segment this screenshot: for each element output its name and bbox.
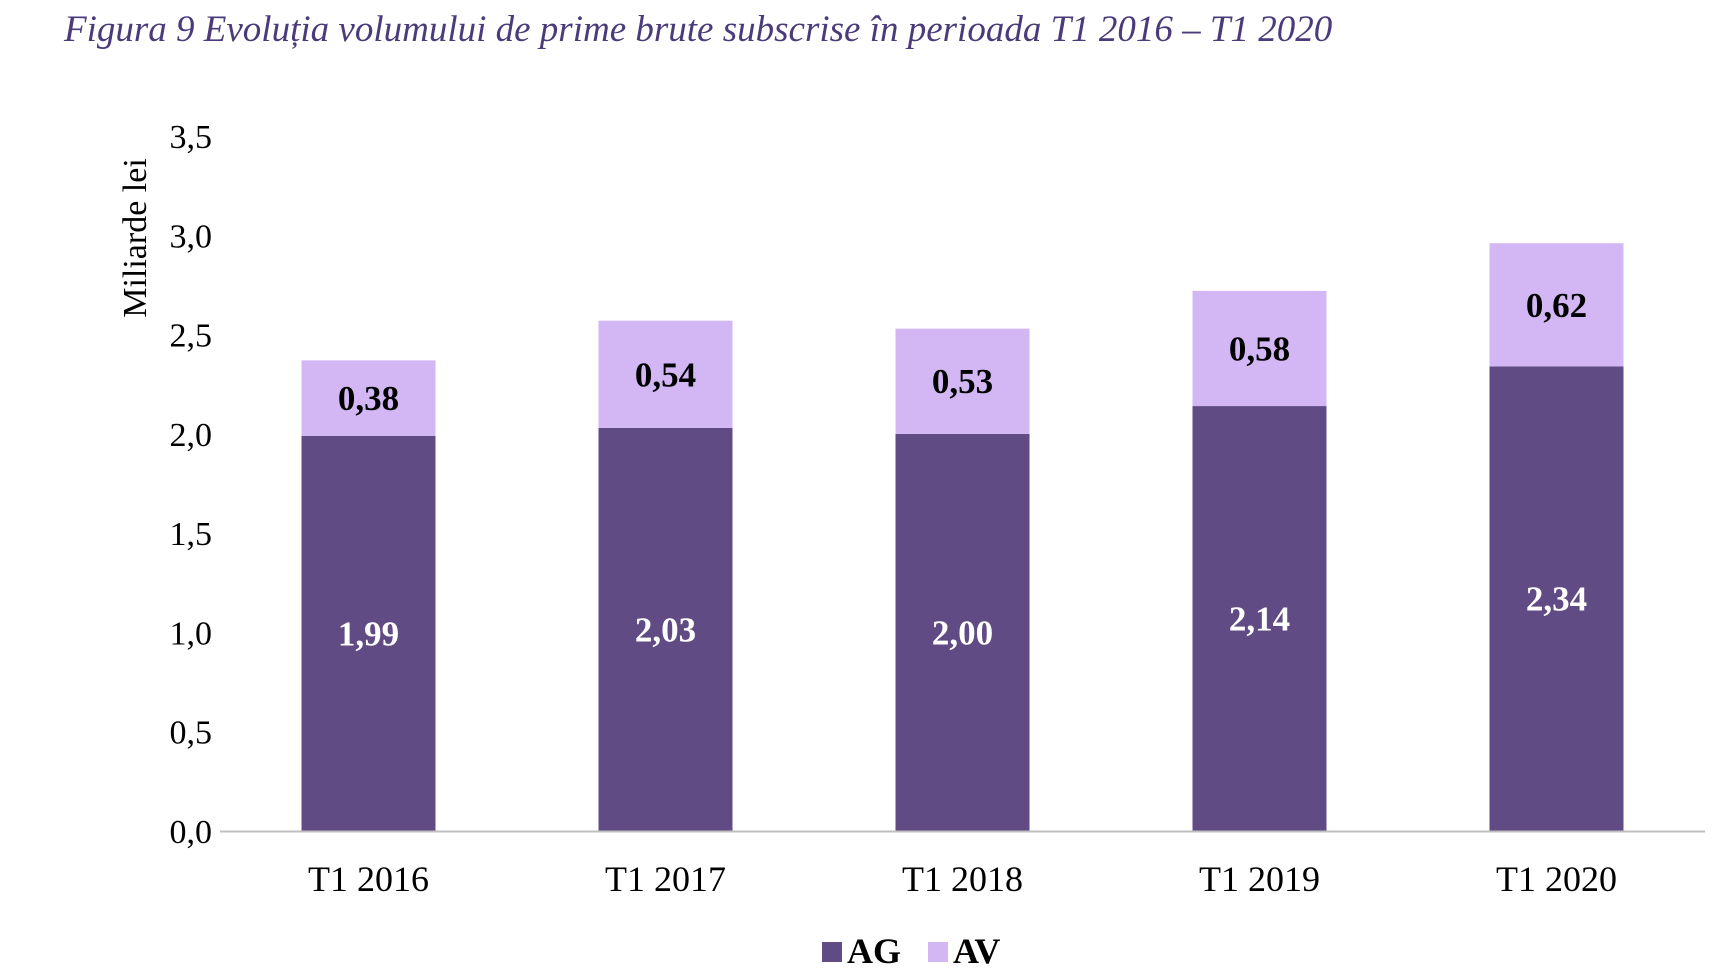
data-label-ag: 2,00 (932, 613, 993, 652)
bar-av-2 (895, 328, 1030, 434)
x-tick-label: T1 2018 (902, 859, 1023, 899)
y-tick-label: 0,5 (170, 715, 213, 752)
x-axis: T1 2016 T1 2017 T1 2018 T1 2019 T1 2020 (220, 830, 1705, 899)
data-label-av: 0,38 (338, 379, 399, 418)
x-tick-label: T1 2019 (1199, 859, 1320, 899)
y-tick-label: 1,5 (170, 516, 213, 553)
bar-ag-3 (1192, 406, 1327, 831)
data-label-ag: 1,99 (338, 614, 399, 653)
x-tick-label: T1 2017 (605, 859, 726, 899)
bar-av-3 (1192, 290, 1327, 407)
y-axis: 0,0 0,5 1,0 1,5 2,0 2,5 3,0 3,5 Miliarde lei (117, 119, 212, 851)
data-label-ag: 2,03 (635, 610, 696, 649)
bar-ag-2 (895, 433, 1030, 831)
y-tick-label: 3,5 (170, 119, 213, 156)
data-label-av: 0,54 (635, 355, 696, 394)
bar-av-4 (1489, 243, 1624, 367)
data-label-ag: 2,34 (1526, 580, 1587, 619)
legend-swatch-ag (822, 942, 842, 962)
y-tick-label: 1,0 (170, 615, 213, 652)
data-label-av: 0,62 (1526, 286, 1587, 325)
data-label-av: 0,53 (932, 362, 993, 401)
legend-label-ag: AG (847, 931, 901, 968)
y-tick-label: 3,0 (170, 218, 213, 255)
y-tick-label: 2,0 (170, 417, 213, 454)
bar-av-1 (598, 320, 733, 428)
bar-av-0 (301, 360, 436, 436)
bars: 1,99 0,38 2,03 0,54 2,00 0,53 2,14 0,58 2,34 0,62 (301, 243, 1624, 831)
figure-title: Figura 9 Evoluția volumului de prime bru… (64, 9, 1333, 50)
x-tick-label: T1 2016 (308, 859, 429, 899)
legend: AG AV (822, 931, 1000, 968)
y-tick-label: 2,5 (170, 318, 213, 355)
y-axis-title: Miliarde lei (117, 158, 154, 318)
legend-label-av: AV (953, 931, 1000, 968)
legend-swatch-av (928, 942, 948, 962)
data-label-ag: 2,14 (1229, 600, 1290, 639)
data-label-av: 0,58 (1229, 329, 1290, 368)
bar-ag-4 (1489, 366, 1624, 831)
bar-ag-0 (301, 435, 436, 831)
y-tick-label: 0,0 (170, 814, 213, 851)
bar-ag-1 (598, 427, 733, 831)
x-tick-label: T1 2020 (1496, 859, 1617, 899)
